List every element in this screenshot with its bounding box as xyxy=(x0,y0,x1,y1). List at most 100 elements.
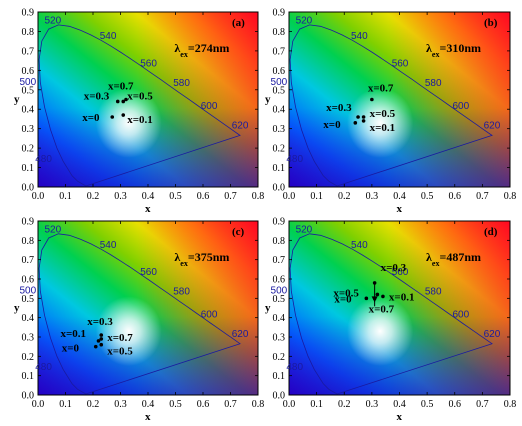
point-label: x=0 xyxy=(334,293,352,305)
panel-label: (a) xyxy=(232,17,245,29)
point-label: x=0.7 xyxy=(368,83,394,95)
point-label: x=0.7 xyxy=(369,303,395,315)
excitation-wavelength: λex=310nm xyxy=(426,41,481,59)
x-tick-label: 0.1 xyxy=(310,191,323,202)
x-tick-label: 0.5 xyxy=(421,191,434,202)
wavelength-label: 620 xyxy=(484,121,501,132)
y-axis-label: y xyxy=(265,302,271,314)
wavelength-label: 560 xyxy=(140,58,157,69)
point-label: x=0.5 xyxy=(107,346,133,358)
y-tick-label: 0.8 xyxy=(273,27,286,38)
excitation-subscript: ex xyxy=(180,50,188,59)
x-tick-label: 0.0 xyxy=(32,191,45,202)
x-tick-label: 0.7 xyxy=(476,399,489,410)
panel-c: 0.0 0.1 0.2 0.3 0.4 0.5 0.6 0.7 0.8 0.0 0.1 0.2 0.3 0… xyxy=(14,217,264,424)
x-tick-label: 0.2 xyxy=(87,399,100,410)
x-tick-label: 0.2 xyxy=(338,399,351,410)
y-tick-label: 0.0 xyxy=(22,183,35,194)
wavelength-label: 480 xyxy=(35,154,52,165)
x-tick-label: 0.4 xyxy=(393,191,406,202)
data-point xyxy=(121,99,126,104)
spectral-locus xyxy=(289,24,493,187)
white-point-glow xyxy=(347,296,414,367)
y-tick-label: 0.8 xyxy=(273,236,286,247)
data-point xyxy=(121,113,126,117)
y-tick-label: 0.4 xyxy=(22,105,35,116)
spectral-locus xyxy=(38,24,241,187)
data-point xyxy=(96,339,101,343)
point-label: x=0.1 xyxy=(389,291,415,303)
y-tick-label: 0.9 xyxy=(22,8,35,19)
excitation-value: =487nm xyxy=(439,250,481,264)
x-tick-label: 0.7 xyxy=(224,399,237,410)
y-tick-label: 0.1 xyxy=(273,371,286,382)
excitation-value: =274nm xyxy=(188,41,230,55)
wavelength-label: 520 xyxy=(296,16,313,27)
wavelength-label: 520 xyxy=(45,225,62,236)
x-tick-label: 0.4 xyxy=(393,399,406,410)
wavelength-label: 620 xyxy=(232,121,249,132)
x-tick-label: 0.1 xyxy=(59,399,72,410)
x-tick-label: 0.6 xyxy=(449,191,462,202)
x-tick-label: 0.3 xyxy=(114,399,127,410)
excitation-symbol: λ xyxy=(174,41,180,55)
y-tick-label: 0.3 xyxy=(22,124,35,135)
y-tick-label: 0.8 xyxy=(22,236,35,247)
y-tick-label: 0.6 xyxy=(22,275,35,286)
x-tick-label: 0.7 xyxy=(224,191,237,202)
y-tick-label: 0.6 xyxy=(273,275,286,286)
point-label: x=0.7 xyxy=(108,81,134,93)
y-tick-label: 0.8 xyxy=(22,27,35,38)
point-label: x=0.5 xyxy=(127,90,153,102)
panel-a: 0.0 0.1 0.2 0.3 0.4 0.5 0.6 0.7 0.8 0.0 0.1 0.2 0.3 0… xyxy=(14,8,264,216)
wavelength-label: 500 xyxy=(271,77,288,88)
x-tick-label: 0.2 xyxy=(338,191,351,202)
data-point xyxy=(381,294,385,299)
x-axis-label: x xyxy=(397,203,403,215)
panel-label: (d) xyxy=(484,226,498,238)
x-tick-label: 0.0 xyxy=(283,399,296,410)
y-tick-label: 0.9 xyxy=(273,217,286,228)
data-point xyxy=(370,97,374,102)
point-label: x=0.7 xyxy=(107,332,133,344)
x-tick-label: 0.2 xyxy=(87,191,100,202)
y-tick-label: 0.5 xyxy=(273,85,286,96)
y-tick-label: 0.2 xyxy=(273,352,286,363)
x-tick-label: 0.6 xyxy=(449,399,462,410)
x-tick-label: 0.3 xyxy=(366,399,379,410)
data-point xyxy=(99,337,104,341)
excitation-wavelength: λex=375nm xyxy=(174,250,229,268)
y-tick-label: 0.1 xyxy=(22,163,35,174)
point-label: x=0.1 xyxy=(127,114,153,126)
excitation-value: =375nm xyxy=(188,250,230,264)
y-tick-label: 0.9 xyxy=(273,8,286,19)
x-tick-label: 0.0 xyxy=(32,399,45,410)
point-label: x=0 xyxy=(82,112,100,124)
spectral-locus xyxy=(38,233,241,395)
wavelength-label: 480 xyxy=(35,362,52,373)
y-tick-label: 0.6 xyxy=(273,66,286,77)
data-point xyxy=(99,333,104,337)
x-tick-label: 0.5 xyxy=(421,399,434,410)
x-tick-label: 0.4 xyxy=(142,191,155,202)
y-tick-label: 0.7 xyxy=(273,46,286,57)
wavelength-label: 500 xyxy=(20,286,37,297)
y-tick-label: 0.3 xyxy=(22,333,35,344)
data-point xyxy=(93,344,98,349)
x-tick-label: 0.8 xyxy=(252,399,265,410)
point-label: x=0.3 xyxy=(84,90,110,102)
plot-marks: 0.0 0.1 0.2 0.3 0.4 0.5 0.6 0.7 0.8 0.0 0.1 0.2 0.3 0… xyxy=(271,217,517,411)
point-label: x=0 xyxy=(323,119,341,131)
data-point xyxy=(375,292,380,297)
x-tick-label: 0.4 xyxy=(142,399,155,410)
y-tick-label: 0.7 xyxy=(22,255,35,266)
data-point xyxy=(115,99,120,104)
wavelength-label: 540 xyxy=(351,240,368,251)
wavelength-label: 560 xyxy=(140,267,157,278)
y-tick-label: 0.4 xyxy=(273,105,286,116)
excitation-symbol: λ xyxy=(426,41,432,55)
y-tick-label: 0.1 xyxy=(273,163,286,174)
x-tick-label: 0.0 xyxy=(283,191,296,202)
spectral-locus xyxy=(289,233,493,395)
white-point-glow xyxy=(347,87,414,158)
